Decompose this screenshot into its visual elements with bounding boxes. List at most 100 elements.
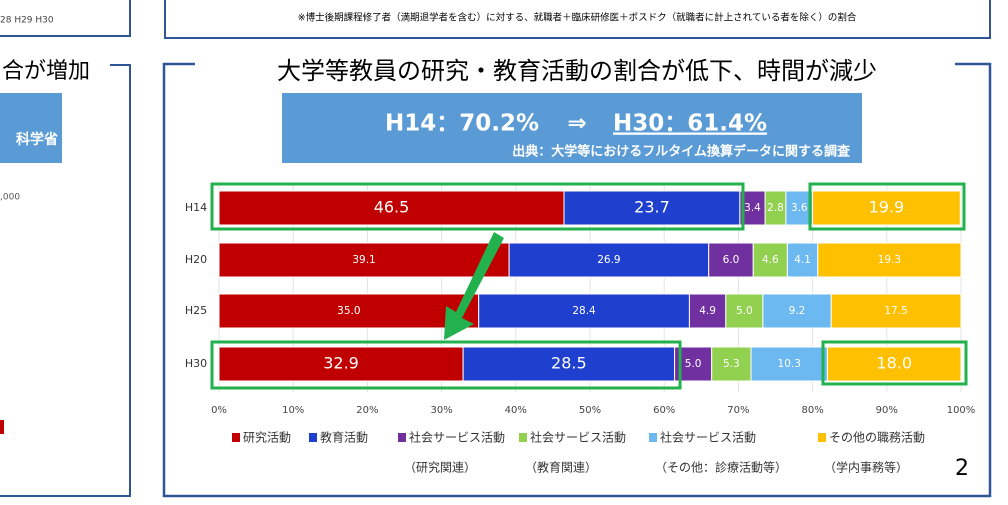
bar-segment: [478, 293, 690, 329]
data-label: 2.8: [767, 202, 784, 214]
data-label: 19.9: [869, 198, 905, 217]
top-box: [164, 0, 991, 39]
left-banner-text: 科学省: [16, 131, 58, 148]
bar-segment: [688, 293, 727, 329]
y-tick-label: H20: [185, 253, 207, 266]
legend-label: その他の職務活動: [829, 431, 925, 445]
legend-label: 研究活動: [243, 430, 291, 445]
legend-swatch: [232, 433, 240, 442]
left-title: 合が増加: [2, 59, 90, 84]
data-label: 10.3: [778, 358, 801, 370]
legend-sublabel: （教育関連）: [525, 460, 597, 475]
x-tick-label: 80%: [801, 405, 823, 416]
x-tick-label: 20%: [356, 405, 378, 416]
top-note: ※博士後期課程修了者（満期退学者を含む）に対する、就職者＋臨床研修医＋ポスドク（…: [298, 12, 857, 24]
bar-segment: [750, 346, 828, 382]
data-label: 3.4: [744, 202, 761, 214]
data-label: 23.7: [634, 198, 670, 217]
data-label: 46.5: [374, 198, 410, 217]
y-tick-label: H14: [185, 201, 207, 214]
bar-segment: [725, 293, 764, 329]
legend-swatch: [649, 433, 657, 442]
x-tick-label: 50%: [579, 405, 601, 416]
panel-title: 大学等教員の研究・教育活動の割合が低下、時間が減少: [277, 57, 877, 85]
x-tick-label: 70%: [727, 405, 749, 416]
bar-segment: [817, 242, 962, 278]
left-banner: [0, 93, 62, 163]
highlight-box: [808, 182, 966, 231]
bar-segment: [785, 190, 814, 226]
bar-segment: [462, 346, 676, 382]
data-label: 35.0: [337, 305, 360, 317]
left-x-labels: 28 H29 H30: [0, 16, 54, 26]
data-label: 17.5: [884, 305, 907, 317]
highlight-box: [210, 340, 682, 390]
legend-swatch: [309, 433, 317, 442]
x-tick-label: 10%: [282, 405, 304, 416]
x-tick-label: 60%: [653, 405, 675, 416]
x-tick-label: 0%: [211, 405, 227, 416]
bar-segment: [218, 190, 565, 226]
highlight-box: [821, 340, 968, 386]
x-tick-label: 40%: [505, 405, 527, 416]
bar-segment: [711, 346, 752, 382]
banner-right: H30：61.4%: [613, 111, 767, 137]
left-axis-label: ,000: [0, 193, 20, 203]
data-label: 5.0: [736, 305, 753, 317]
x-tick-label: 90%: [876, 405, 898, 416]
y-tick-label: H25: [185, 304, 207, 317]
data-label: 3.6: [791, 202, 808, 214]
bar-segment: [830, 293, 962, 329]
bar-segment: [786, 242, 819, 278]
y-tick-label: H30: [185, 357, 207, 370]
bar-segment: [812, 190, 961, 226]
data-label: 18.0: [876, 354, 912, 373]
legend-sublabel: （学内事務等）: [824, 460, 908, 475]
bar-segment: [708, 242, 754, 278]
legend-label: 社会サービス活動: [660, 430, 756, 445]
data-label: 6.0: [723, 254, 740, 266]
legend-label: 教育活動: [320, 430, 368, 445]
banner-arrow: ⇒: [567, 111, 586, 137]
panel-title-bg: [195, 54, 955, 86]
data-label: 9.2: [789, 305, 806, 317]
data-label: 4.6: [762, 254, 779, 266]
highlights: [210, 182, 968, 390]
data-label: 4.1: [794, 254, 811, 266]
left-title-bg: [0, 56, 110, 86]
legend-label: 社会サービス活動: [530, 430, 626, 445]
bar-segment: [218, 293, 480, 329]
bar-segment: [752, 242, 788, 278]
x-tick-label: 100%: [947, 405, 976, 416]
data-label: 28.4: [572, 305, 596, 317]
bar-segment: [762, 293, 832, 329]
data-label: 28.5: [551, 354, 587, 373]
data-label: 4.9: [699, 305, 716, 317]
data-label: 26.9: [597, 254, 620, 266]
left-top-box: [0, 0, 131, 37]
data-label: 39.1: [352, 254, 375, 266]
data-label: 5.0: [685, 358, 702, 370]
legend-swatch: [519, 433, 527, 442]
bar-segment: [218, 346, 464, 382]
data-label: 19.3: [878, 254, 901, 266]
bar-segment: [218, 242, 510, 278]
chart: 0% 10% 20% 30% 40% 50% 60% 70% 80% 90% 100% H14 46.5…: [185, 186, 975, 475]
banner-source: 出典：大学等におけるフルタイム換算データに関する調査: [512, 144, 851, 160]
legend-swatch: [398, 433, 406, 442]
legend-swatch: [818, 433, 826, 442]
legend-label: 社会サービス活動: [409, 430, 505, 445]
bar-segment: [826, 346, 962, 382]
highlight-box: [210, 182, 745, 231]
data-label: 5.3: [723, 358, 740, 370]
banner: [282, 93, 862, 163]
data-label: 32.9: [323, 354, 359, 373]
bar-segment: [508, 242, 710, 278]
page-number: 2: [955, 456, 969, 481]
legend-sublabel: （その他：診療活動等）: [655, 460, 787, 475]
banner-left: H14：70.2%: [385, 111, 539, 137]
x-tick-label: 30%: [430, 405, 452, 416]
left-bar-fragment: [0, 420, 4, 434]
